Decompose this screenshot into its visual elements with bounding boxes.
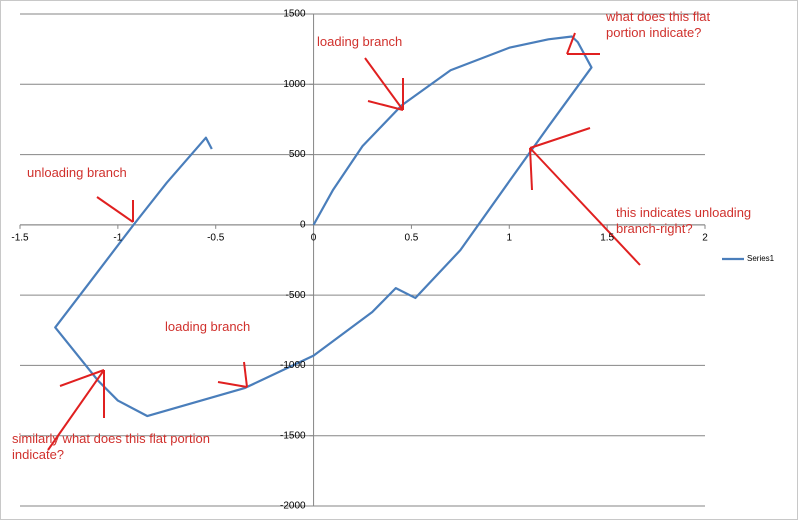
y-tick-label: 1000 — [283, 79, 306, 90]
arrow — [529, 147, 641, 266]
annotation: what does this flat portion indicate? — [606, 9, 711, 40]
y-tick-label: -2000 — [280, 501, 306, 512]
arrow — [566, 32, 576, 55]
legend-label: Series1 — [747, 254, 775, 263]
x-tick-label: 2 — [702, 232, 708, 243]
x-tick-label: -0.5 — [207, 232, 225, 243]
annotation: similarly what does this flat portion in… — [12, 431, 210, 462]
y-tick-label: 0 — [300, 219, 306, 230]
y-tick-label: -1000 — [280, 360, 306, 371]
annotation: unloading branch — [27, 165, 127, 180]
arrow — [367, 100, 404, 111]
arrow — [529, 147, 533, 191]
plot — [54, 35, 593, 418]
x-tick-label: -1 — [113, 232, 122, 243]
arrow — [59, 369, 105, 387]
arrows — [47, 32, 641, 451]
arrow — [364, 57, 404, 111]
x-tick-label: 0 — [311, 232, 317, 243]
y-tick-label: -500 — [286, 290, 306, 301]
annotation: loading branch — [317, 34, 403, 49]
x-tick-label: 0.5 — [404, 232, 418, 243]
x-tick-label: 1.5 — [600, 232, 614, 243]
x-tick-label: 1 — [507, 232, 513, 243]
series-line — [54, 35, 593, 418]
annotation: loading branch — [165, 319, 251, 334]
arrow — [96, 196, 134, 223]
arrow — [243, 361, 248, 388]
y-tick-label: -1500 — [280, 430, 306, 441]
y-tick-label: 500 — [289, 149, 306, 160]
annotation: this indicates unloading branch-right? — [616, 205, 752, 236]
x-tick-label: -1.5 — [11, 232, 29, 243]
arrow — [529, 127, 591, 149]
arrow — [47, 369, 105, 451]
arrow — [217, 381, 248, 388]
y-tick-label: 1500 — [283, 9, 306, 20]
